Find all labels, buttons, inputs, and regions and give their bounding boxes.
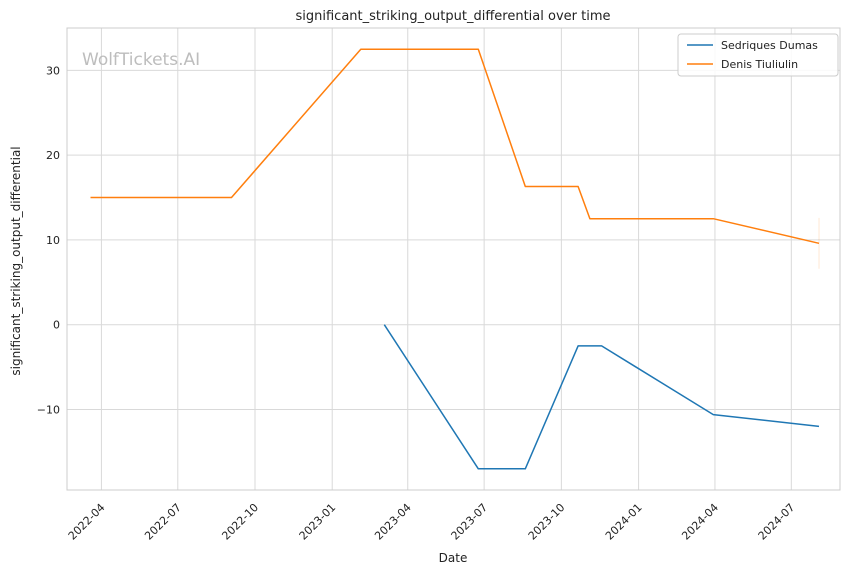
y-tick-label: 10 [46, 234, 60, 247]
x-tick-label: 2023-10 [526, 501, 568, 543]
y-axis-label: significant_striking_output_differential [9, 146, 23, 375]
x-tick-label: 2022-07 [142, 501, 184, 543]
legend-label-sedriques-dumas: Sedriques Dumas [721, 39, 818, 52]
y-tick-label: 30 [46, 64, 60, 77]
y-axis-ticks: −10 0 10 20 30 [37, 64, 60, 416]
x-tick-label: 2023-01 [297, 501, 339, 543]
legend-label-denis-tiuliulin: Denis Tiuliulin [721, 58, 798, 71]
series-line-denis-tiuliulin [90, 48, 820, 245]
x-tick-label: 2024-01 [603, 501, 645, 543]
x-tick-label: 2023-07 [449, 501, 491, 543]
watermark: WolfTickets.AI [82, 50, 200, 70]
series-line-sedriques-dumas [383, 324, 820, 470]
chart-title: significant_striking_output_differential… [296, 9, 611, 24]
x-tick-label: 2023-04 [372, 501, 414, 543]
plot-frame [66, 27, 841, 491]
y-tick-label: 0 [53, 319, 60, 332]
x-tick-label: 2022-04 [66, 501, 108, 543]
x-tick-label: 2024-04 [679, 501, 721, 543]
x-tick-label: 2024-07 [756, 501, 798, 543]
x-axis-label: Date [439, 551, 468, 565]
legend: Sedriques Dumas Denis Tiuliulin [677, 33, 839, 77]
y-tick-label: −10 [37, 403, 60, 416]
grid [67, 28, 840, 490]
y-tick-label: 20 [46, 149, 60, 162]
series-lines [90, 48, 820, 470]
x-tick-label: 2022-10 [219, 501, 261, 543]
legend-box [677, 33, 839, 77]
x-axis-ticks: 2022-04 2022-07 2022-10 2023-01 2023-04 2023-… [66, 501, 798, 543]
